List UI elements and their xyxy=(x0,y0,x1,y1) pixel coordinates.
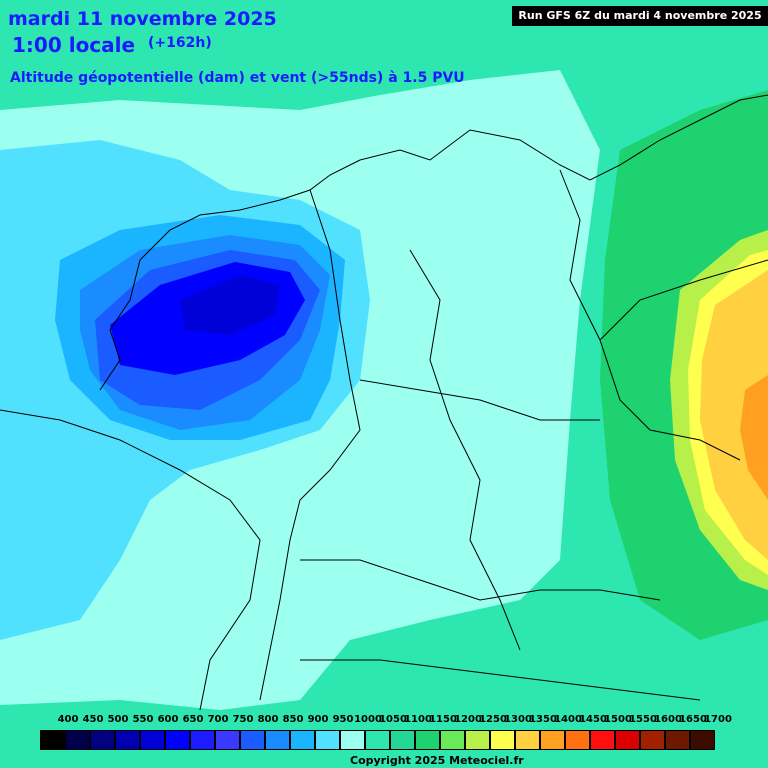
legend-swatch xyxy=(415,730,440,750)
legend-label: 750 xyxy=(232,714,254,725)
legend-label: 1600 xyxy=(654,714,682,725)
legend-swatch xyxy=(65,730,90,750)
valid-time: 1:00 locale xyxy=(12,33,136,57)
legend-swatch xyxy=(140,730,165,750)
legend-swatch xyxy=(490,730,515,750)
legend-label: 850 xyxy=(282,714,304,725)
legend-swatch xyxy=(615,730,640,750)
legend-swatch xyxy=(640,730,665,750)
lead-time: (+162h) xyxy=(148,35,212,51)
legend-swatch xyxy=(590,730,615,750)
legend-label: 1300 xyxy=(504,714,532,725)
valid-date: mardi 11 novembre 2025 xyxy=(8,8,277,30)
legend-label: 1700 xyxy=(704,714,732,725)
legend-label: 800 xyxy=(257,714,279,725)
legend-label: 1350 xyxy=(529,714,557,725)
legend-swatch xyxy=(315,730,340,750)
legend-label: 450 xyxy=(82,714,104,725)
legend-label: 1650 xyxy=(679,714,707,725)
legend-swatch xyxy=(90,730,115,750)
legend-swatch xyxy=(440,730,465,750)
legend-label: 600 xyxy=(157,714,179,725)
legend-swatch xyxy=(115,730,140,750)
legend-label: 1150 xyxy=(429,714,457,725)
field-darkest-blue xyxy=(180,275,280,335)
legend-label: 1050 xyxy=(379,714,407,725)
legend-label: 1450 xyxy=(579,714,607,725)
legend-label: 500 xyxy=(107,714,129,725)
legend-label: 1500 xyxy=(604,714,632,725)
run-info-box: Run GFS 6Z du mardi 4 novembre 2025 xyxy=(512,6,768,26)
legend-label: 650 xyxy=(182,714,204,725)
legend-swatch xyxy=(690,730,715,750)
legend-label: 700 xyxy=(207,714,229,725)
field-dark-orange-east xyxy=(740,375,768,500)
legend-label: 400 xyxy=(57,714,79,725)
borders xyxy=(0,94,768,711)
field-orange-east xyxy=(700,270,768,560)
legend-swatch xyxy=(665,730,690,750)
legend-swatch xyxy=(390,730,415,750)
legend-swatch xyxy=(190,730,215,750)
legend-label: 900 xyxy=(307,714,329,725)
legend-label: 550 xyxy=(132,714,154,725)
copyright: Copyright 2025 Meteociel.fr xyxy=(350,754,524,767)
legend-swatch xyxy=(540,730,565,750)
legend-swatch xyxy=(515,730,540,750)
legend-swatch xyxy=(240,730,265,750)
legend-label: 1550 xyxy=(629,714,657,725)
legend-label: 1250 xyxy=(479,714,507,725)
legend-swatch xyxy=(265,730,290,750)
legend-label: 1200 xyxy=(454,714,482,725)
legend-label: 950 xyxy=(332,714,354,725)
legend-swatch xyxy=(290,730,315,750)
legend-swatch xyxy=(165,730,190,750)
legend-swatch xyxy=(465,730,490,750)
legend-swatch xyxy=(40,730,65,750)
legend-swatch xyxy=(215,730,240,750)
legend-swatch xyxy=(340,730,365,750)
legend-label: 1400 xyxy=(554,714,582,725)
parameter-title: Altitude géopotentielle (dam) et vent (>… xyxy=(10,70,465,86)
legend-label: 1100 xyxy=(404,714,432,725)
legend-swatch xyxy=(565,730,590,750)
legend-swatch xyxy=(365,730,390,750)
legend-label: 1000 xyxy=(354,714,382,725)
